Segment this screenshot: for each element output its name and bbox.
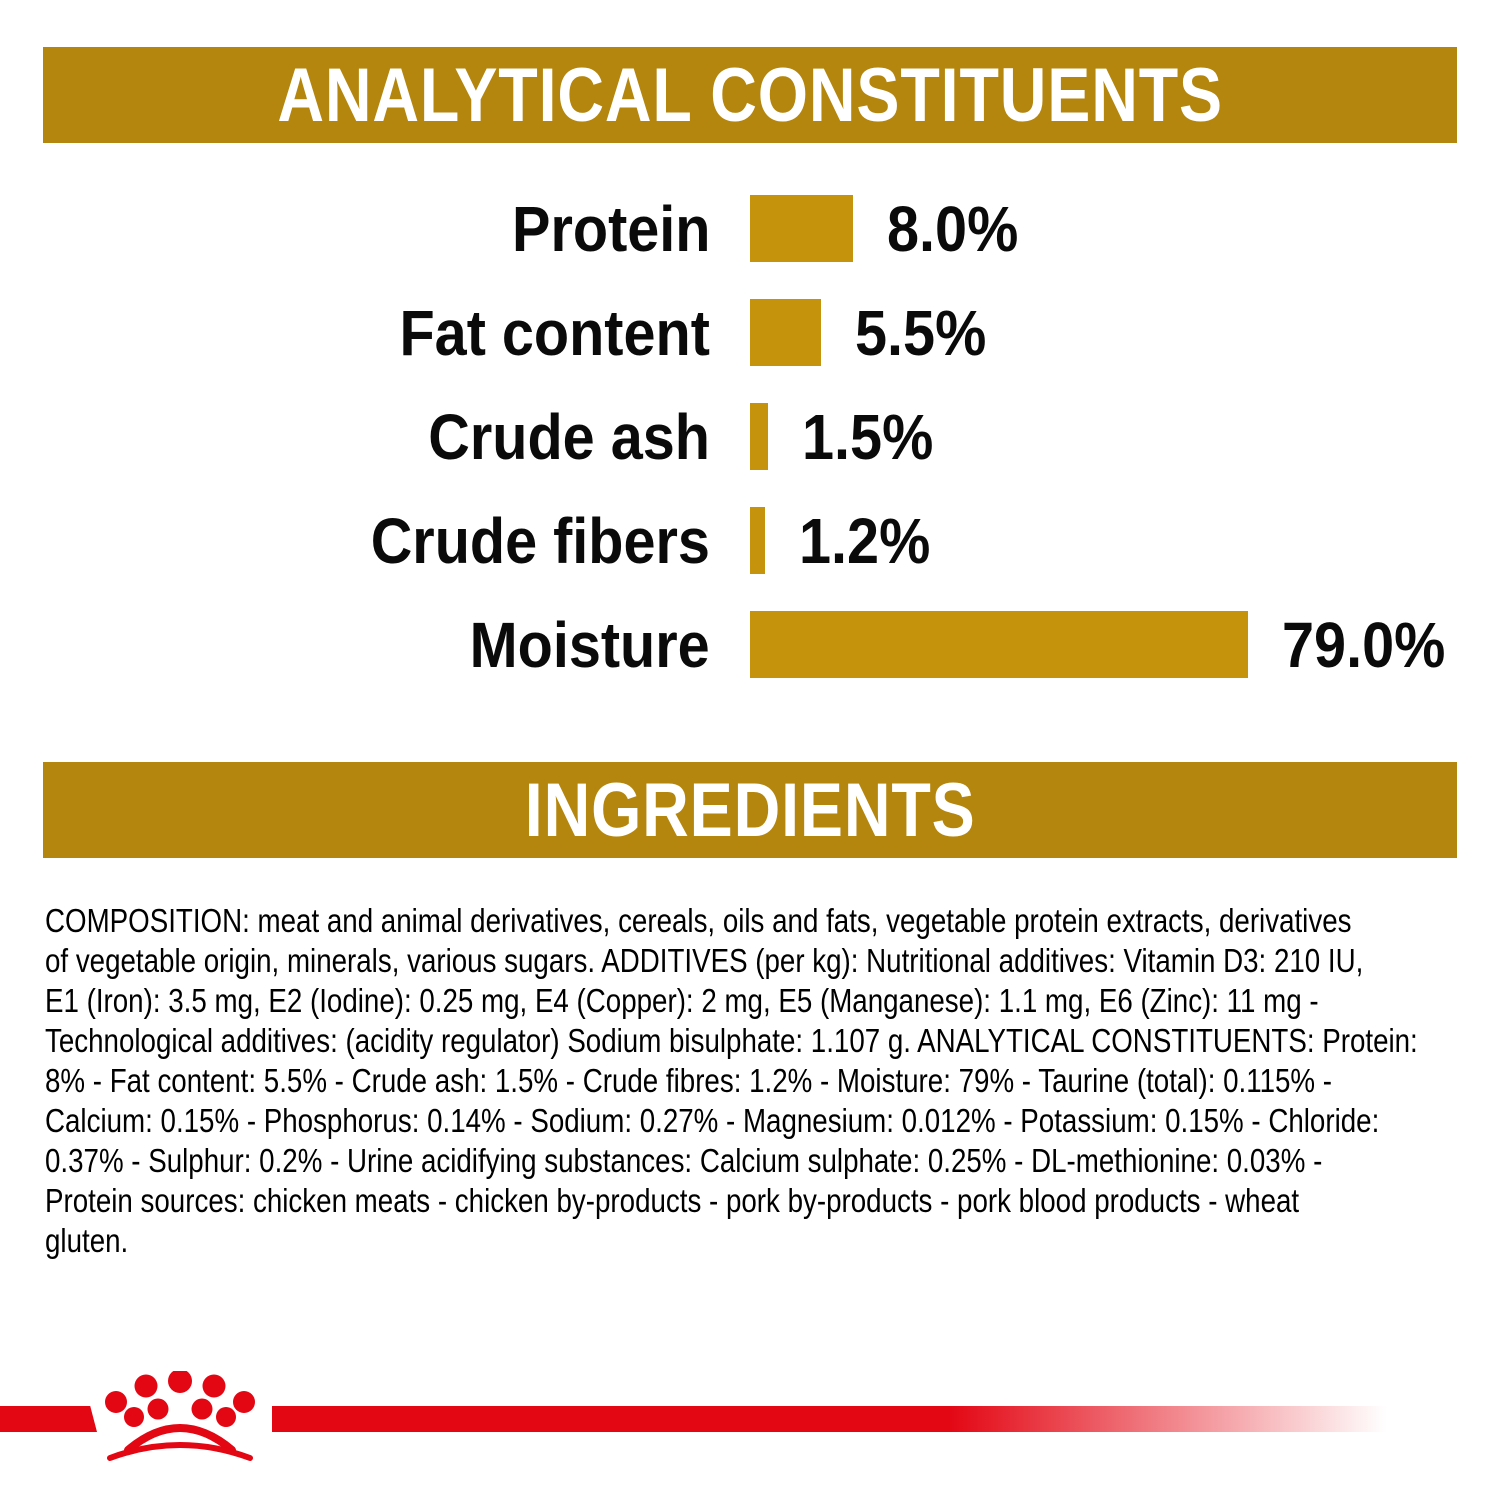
bar-value: 1.5%	[802, 400, 934, 473]
chart-row: Protein 8.0%	[43, 195, 1463, 262]
composition-line: gluten.	[45, 1222, 129, 1259]
bar-label: Moisture	[469, 608, 710, 681]
bar-rect	[750, 299, 821, 366]
bar-label: Fat content	[399, 296, 710, 369]
bar-value: 8.0%	[887, 192, 1019, 265]
bar-value: 5.5%	[855, 296, 987, 369]
crown-arcs	[107, 1424, 253, 1461]
composition-line: Technological additives: (acidity regula…	[45, 1022, 1418, 1059]
crown-gems	[105, 1371, 255, 1427]
analytical-constituents-banner: ANALYTICAL CONSTITUENTS	[43, 47, 1457, 143]
composition-line: COMPOSITION: meat and animal derivatives…	[45, 902, 1352, 939]
red-band-left	[0, 1406, 97, 1432]
composition-line: Protein sources: chicken meats - chicken…	[45, 1182, 1300, 1219]
chart-row: Fat content 5.5%	[43, 299, 1463, 366]
composition-line: of vegetable origin, minerals, various s…	[45, 942, 1364, 979]
red-band-right	[272, 1406, 1398, 1432]
composition-line: Calcium: 0.15% - Phosphorus: 0.14% - Sod…	[45, 1102, 1380, 1139]
bar-label: Crude ash	[428, 400, 710, 473]
bar-value: 1.2%	[799, 504, 931, 577]
bar-rect	[750, 195, 853, 262]
royal-canin-crown-logo	[105, 1371, 255, 1461]
composition-line: 8% - Fat content: 5.5% - Crude ash: 1.5%…	[45, 1062, 1332, 1099]
bar-rect	[750, 507, 765, 574]
bar-label: Protein	[511, 192, 710, 265]
chart-row: Crude fibers 1.2%	[43, 507, 1463, 574]
bar-rect	[750, 403, 768, 470]
composition-text: COMPOSITION: meat and animal derivatives…	[45, 901, 1500, 1261]
ingredients-title: INGREDIENTS	[524, 767, 976, 853]
analytical-constituents-title: ANALYTICAL CONSTITUENTS	[277, 52, 1223, 138]
chart-row: Crude ash 1.5%	[43, 403, 1463, 470]
bar-label: Crude fibers	[370, 504, 710, 577]
constituents-chart: Protein 8.0% Fat content 5.5% Crude ash 1.5% C…	[43, 195, 1463, 715]
ingredients-banner: INGREDIENTS	[43, 762, 1457, 858]
composition-line: E1 (Iron): 3.5 mg, E2 (Iodine): 0.25 mg,…	[45, 982, 1319, 1019]
composition-line: 0.37% - Sulphur: 0.2% - Urine acidifying…	[45, 1142, 1323, 1179]
bar-value: 79.0%	[1282, 608, 1446, 681]
chart-row: Moisture 79.0%	[43, 611, 1463, 678]
bar-rect	[750, 611, 1248, 678]
